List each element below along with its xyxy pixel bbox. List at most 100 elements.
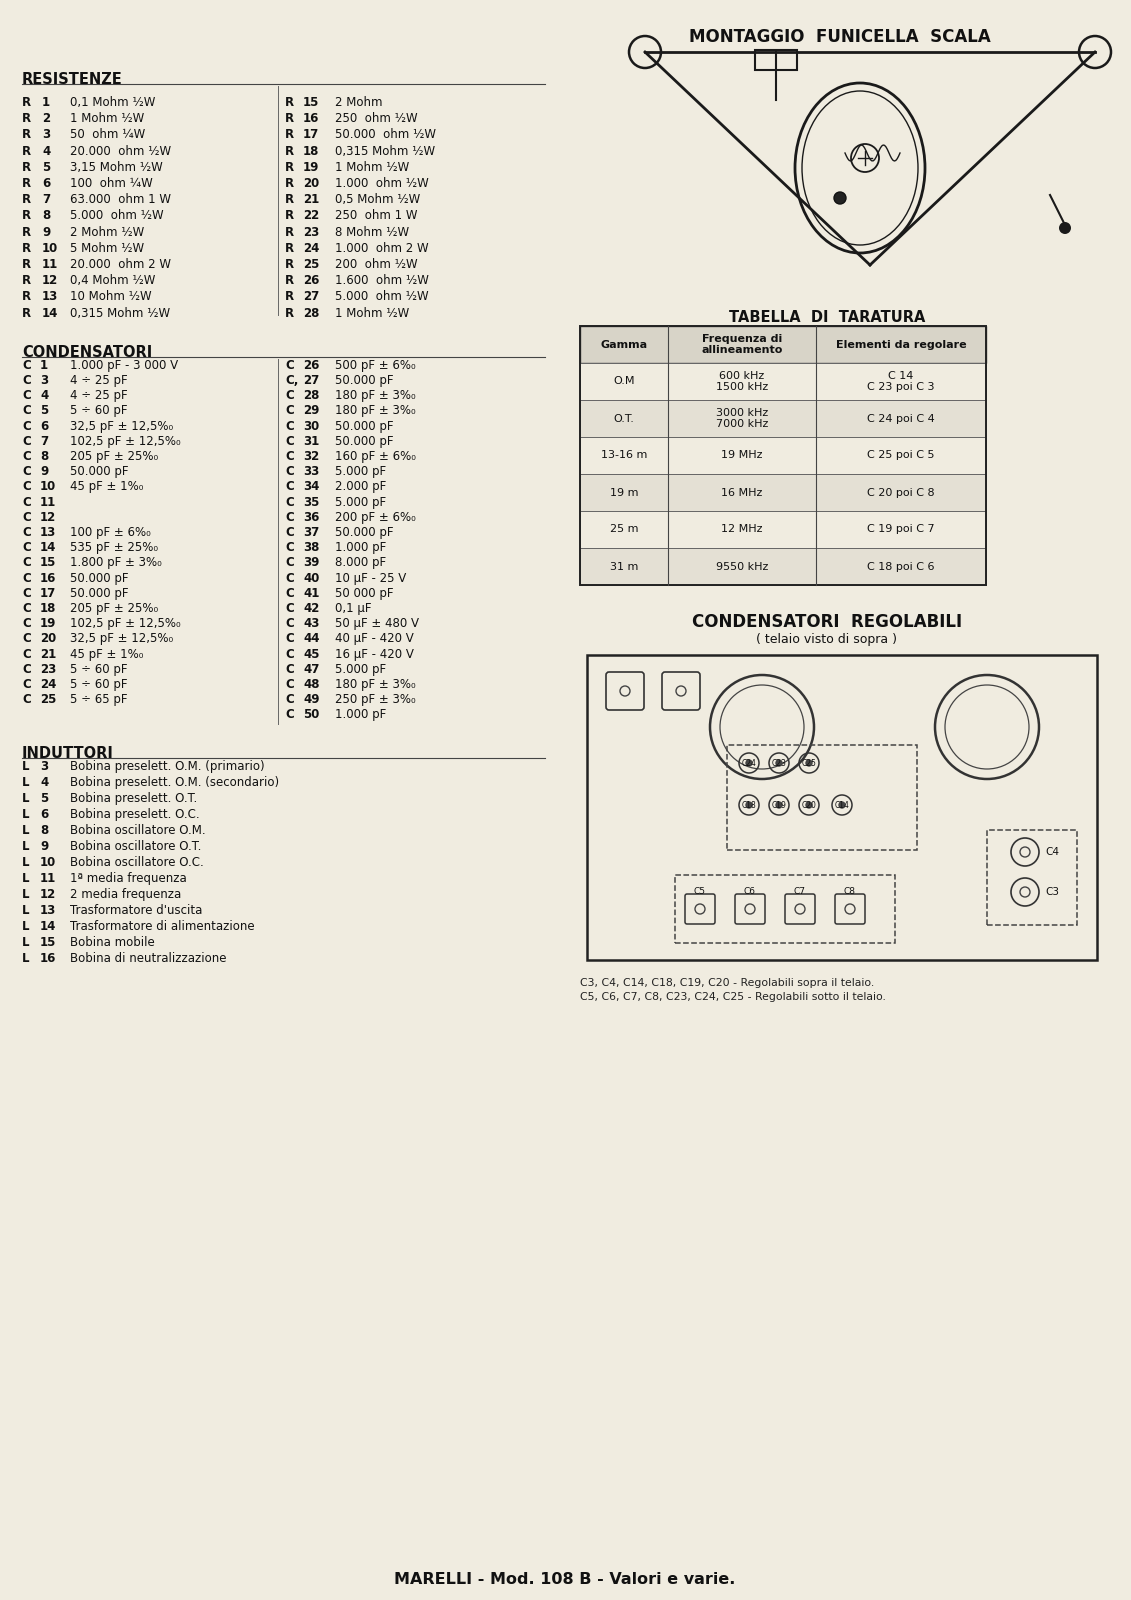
- Text: R: R: [285, 258, 294, 270]
- Text: ( telaio visto di sopra ): ( telaio visto di sopra ): [757, 634, 898, 646]
- Text: 10: 10: [42, 242, 59, 254]
- Text: 39: 39: [303, 557, 319, 570]
- Bar: [580, 474, 986, 510]
- Text: 34: 34: [303, 480, 319, 493]
- Text: R: R: [21, 307, 32, 320]
- Text: Bobina oscillatore O.M.: Bobina oscillatore O.M.: [70, 824, 206, 837]
- Text: 8: 8: [40, 450, 49, 462]
- Text: 45 pF ± 1%₀: 45 pF ± 1%₀: [70, 480, 144, 493]
- Bar: [580, 547, 986, 586]
- Text: C: C: [285, 496, 294, 509]
- Text: C3, C4, C14, C18, C19, C20 - Regolabili sopra il telaio.: C3, C4, C14, C18, C19, C20 - Regolabili …: [580, 978, 874, 987]
- Text: 26: 26: [303, 358, 319, 371]
- Text: 17: 17: [40, 587, 57, 600]
- Text: 250  ohm 1 W: 250 ohm 1 W: [335, 210, 417, 222]
- Text: 4: 4: [40, 389, 49, 402]
- Text: C,: C,: [285, 374, 299, 387]
- Text: 5.000 pF: 5.000 pF: [335, 466, 386, 478]
- Text: C: C: [21, 557, 31, 570]
- Text: 12 MHz: 12 MHz: [722, 525, 762, 534]
- Bar: [756, 50, 797, 70]
- Text: 13: 13: [42, 291, 59, 304]
- Text: C: C: [285, 557, 294, 570]
- Text: C: C: [21, 450, 31, 462]
- Text: C: C: [21, 618, 31, 630]
- Text: 9: 9: [40, 466, 49, 478]
- Text: 44: 44: [303, 632, 319, 645]
- Text: MONTAGGIO  FUNICELLA  SCALA: MONTAGGIO FUNICELLA SCALA: [689, 27, 991, 46]
- Text: 29: 29: [303, 405, 319, 418]
- Text: 5 Mohm ½W: 5 Mohm ½W: [70, 242, 144, 254]
- Text: C: C: [21, 602, 31, 614]
- Text: 5.000 pF: 5.000 pF: [335, 496, 386, 509]
- Text: R: R: [21, 242, 32, 254]
- Bar: [580, 326, 986, 363]
- Text: L: L: [21, 936, 29, 949]
- Bar: [580, 510, 986, 547]
- Text: L: L: [21, 856, 29, 869]
- Text: 0,315 Mohm ½W: 0,315 Mohm ½W: [70, 307, 170, 320]
- Text: 50.000 pF: 50.000 pF: [70, 587, 129, 600]
- Text: 205 pF ± 25%₀: 205 pF ± 25%₀: [70, 450, 158, 462]
- Text: 3000 kHz
7000 kHz: 3000 kHz 7000 kHz: [716, 408, 768, 429]
- Bar: [727, 746, 917, 850]
- Text: 11: 11: [40, 496, 57, 509]
- Bar: [580, 400, 986, 437]
- Text: R: R: [21, 178, 32, 190]
- Text: C24: C24: [742, 758, 757, 768]
- Text: Bobina preselett. O.T.: Bobina preselett. O.T.: [70, 792, 197, 805]
- Text: 42: 42: [303, 602, 319, 614]
- Text: 24: 24: [40, 678, 57, 691]
- Text: R: R: [285, 128, 294, 141]
- Text: 3,15 Mohm ½W: 3,15 Mohm ½W: [70, 160, 163, 174]
- Text: C: C: [21, 435, 31, 448]
- Text: 40 μF - 420 V: 40 μF - 420 V: [335, 632, 414, 645]
- Text: R: R: [21, 128, 32, 141]
- Text: 5 ÷ 60 pF: 5 ÷ 60 pF: [70, 678, 128, 691]
- Text: C: C: [285, 618, 294, 630]
- Text: 2 Mohm: 2 Mohm: [335, 96, 382, 109]
- Circle shape: [746, 802, 752, 808]
- Text: L: L: [21, 888, 29, 901]
- Text: C: C: [21, 374, 31, 387]
- Text: 15: 15: [303, 96, 319, 109]
- Text: 50.000  ohm ½W: 50.000 ohm ½W: [335, 128, 435, 141]
- Text: 14: 14: [40, 541, 57, 554]
- Text: 102,5 pF ± 12,5%₀: 102,5 pF ± 12,5%₀: [70, 435, 181, 448]
- Text: L: L: [21, 760, 29, 773]
- Text: 8: 8: [42, 210, 50, 222]
- Text: 13: 13: [40, 526, 57, 539]
- Text: 16: 16: [303, 112, 319, 125]
- Text: 50: 50: [303, 709, 319, 722]
- Text: 11: 11: [40, 872, 57, 885]
- Text: 9: 9: [40, 840, 49, 853]
- Text: 12: 12: [40, 510, 57, 523]
- Text: Elementi da regolare: Elementi da regolare: [836, 339, 966, 349]
- Text: C3: C3: [1045, 886, 1059, 898]
- Text: 9550 kHz: 9550 kHz: [716, 562, 768, 571]
- Text: 50 000 pF: 50 000 pF: [335, 587, 394, 600]
- Bar: [580, 363, 986, 400]
- Text: 250  ohm ½W: 250 ohm ½W: [335, 112, 417, 125]
- Text: 20.000  ohm ½W: 20.000 ohm ½W: [70, 144, 171, 157]
- Text: C 24 poi C 4: C 24 poi C 4: [867, 413, 935, 424]
- Text: C: C: [21, 541, 31, 554]
- Text: 5: 5: [40, 792, 49, 805]
- Text: C: C: [21, 419, 31, 432]
- Text: 2 media frequenza: 2 media frequenza: [70, 888, 181, 901]
- Text: 50.000 pF: 50.000 pF: [70, 571, 129, 584]
- Text: 5.000 pF: 5.000 pF: [335, 662, 386, 675]
- Text: 3: 3: [40, 760, 49, 773]
- Text: 1.000 pF: 1.000 pF: [335, 709, 387, 722]
- Text: 36: 36: [303, 510, 319, 523]
- Circle shape: [834, 192, 846, 203]
- Text: R: R: [21, 274, 32, 288]
- Text: 0,315 Mohm ½W: 0,315 Mohm ½W: [335, 144, 435, 157]
- Text: C5, C6, C7, C8, C23, C24, C25 - Regolabili sotto il telaio.: C5, C6, C7, C8, C23, C24, C25 - Regolabi…: [580, 992, 886, 1002]
- Text: R: R: [21, 258, 32, 270]
- Text: C20: C20: [802, 800, 817, 810]
- Text: 12: 12: [42, 274, 59, 288]
- Text: 10 μF - 25 V: 10 μF - 25 V: [335, 571, 406, 584]
- Bar: [675, 875, 895, 942]
- Text: C14: C14: [835, 800, 849, 810]
